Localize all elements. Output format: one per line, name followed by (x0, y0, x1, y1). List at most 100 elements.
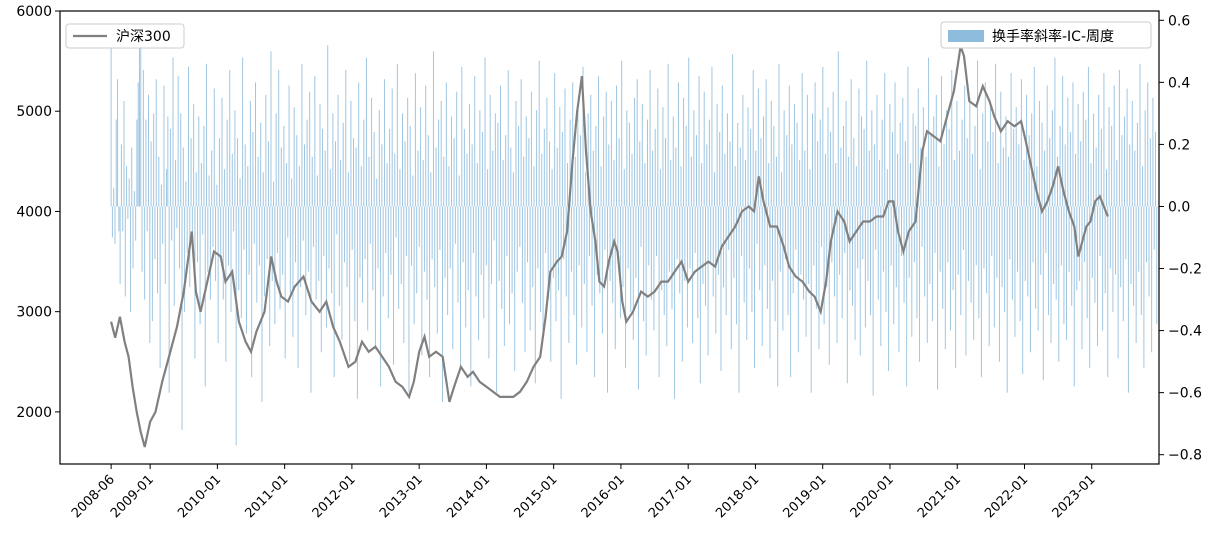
ic-bar (997, 163, 999, 207)
ic-bar (791, 144, 793, 207)
ic-bar (871, 110, 873, 207)
ic-bar (866, 60, 868, 207)
ic-bar (115, 119, 117, 207)
ic-bar (1032, 206, 1034, 263)
ic-bar (421, 206, 423, 356)
ic-bar (368, 156, 370, 207)
ic-bar (298, 166, 300, 207)
ic-bar (795, 206, 797, 250)
ic-bar (405, 206, 407, 257)
ic-bar (710, 206, 712, 263)
ic-bar (356, 206, 358, 399)
ic-bar (688, 57, 690, 207)
ic-bar (282, 206, 284, 275)
ic-bar (1009, 206, 1011, 260)
ic-bar (360, 166, 362, 207)
ic-bar (1069, 132, 1071, 207)
ic-bar (1028, 135, 1030, 207)
ic-bar (376, 178, 378, 207)
ic-bar (663, 206, 665, 316)
ic-bar (1138, 206, 1140, 272)
ic-bar (568, 206, 570, 343)
ic-bar (938, 166, 940, 207)
ic-bar (234, 110, 236, 207)
ic-bar (777, 206, 779, 387)
ic-bar (274, 206, 276, 325)
ic-bar (177, 76, 179, 207)
ic-bar (774, 206, 776, 322)
ic-bar (913, 206, 915, 263)
ic-bar (501, 206, 503, 309)
right-tick-label: 0.6 (1168, 13, 1190, 29)
ic-bar (395, 206, 397, 238)
ic-bar (487, 169, 489, 207)
ic-bar (975, 206, 977, 266)
ic-bar (440, 100, 442, 207)
ic-bar (632, 206, 634, 340)
ic-bar (702, 206, 704, 285)
ic-bar (1085, 119, 1087, 207)
ic-bar (591, 206, 593, 306)
ic-bar (784, 206, 786, 260)
ic-bar (666, 206, 668, 347)
ic-bar (952, 206, 954, 291)
ic-bar (216, 184, 218, 207)
ic-bar (270, 51, 272, 207)
ic-bar (1140, 206, 1142, 316)
ic-bar (283, 125, 285, 207)
ic-bar (334, 141, 336, 207)
ic-bar (623, 169, 625, 207)
ic-bar (371, 97, 373, 207)
ic-bar (247, 166, 249, 207)
ic-bar (1108, 107, 1110, 207)
ic-bar (124, 206, 126, 297)
ic-bar (294, 206, 296, 263)
ic-bar (1058, 206, 1060, 362)
ic-bar (597, 76, 599, 207)
ic-bar (590, 94, 592, 207)
ic-bar (674, 206, 676, 399)
ic-bar (695, 135, 697, 207)
ic-bar (968, 206, 970, 281)
ic-bar (399, 169, 401, 207)
ic-bar (472, 206, 474, 254)
ic-bar (1103, 73, 1105, 207)
ic-bar (755, 150, 757, 207)
ic-bar (354, 206, 356, 322)
ic-bar (577, 104, 579, 207)
ic-bar (427, 135, 429, 207)
ic-bar (810, 206, 812, 393)
ic-bar (529, 206, 531, 331)
ic-bar (118, 206, 120, 232)
ic-bar (332, 113, 334, 207)
ic-bar (1053, 206, 1055, 285)
ic-bar (538, 60, 540, 207)
left-y-axis: 2000 3000 4000 5000 6000 (16, 4, 60, 421)
right-tick-label: −0.4 (1168, 324, 1202, 340)
ic-bar (394, 153, 396, 207)
ic-bar (578, 206, 580, 266)
ic-bar (1154, 132, 1156, 207)
ic-bar (634, 97, 636, 207)
ic-bar (752, 69, 754, 207)
ic-bar (893, 206, 895, 325)
left-tick-label: 4000 (16, 204, 52, 220)
ic-bar (391, 88, 393, 207)
ic-bar (386, 163, 388, 207)
ic-bar (187, 66, 189, 207)
ic-bar (367, 206, 369, 331)
ic-bar (661, 206, 663, 291)
hs300-line (110, 45, 1109, 448)
ic-bar (912, 113, 914, 207)
ic-bar (986, 206, 988, 294)
ic-bar (169, 128, 171, 207)
ic-bar (579, 135, 581, 207)
ic-bar (279, 206, 281, 309)
ic-bar (564, 88, 566, 207)
ic-bar (934, 206, 936, 254)
ic-bar (1010, 73, 1012, 207)
ic-bar (318, 206, 320, 281)
ic-bar (734, 166, 736, 207)
ic-bar (1075, 153, 1077, 207)
ic-bar (724, 153, 726, 207)
